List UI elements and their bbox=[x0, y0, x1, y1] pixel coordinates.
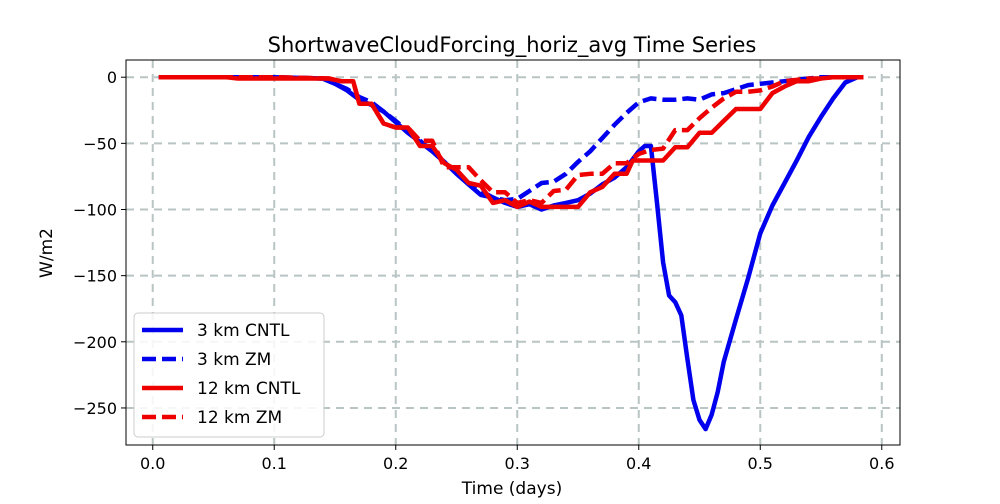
x-tick-label: 0.2 bbox=[383, 454, 408, 473]
x-tick-label: 0.6 bbox=[869, 454, 894, 473]
legend-label: 3 km CNTL bbox=[197, 321, 290, 341]
y-tick-label: −100 bbox=[73, 201, 117, 220]
legend-label: 12 km ZM bbox=[197, 408, 282, 428]
chart-title: ShortwaveCloudForcing_horiz_avg Time Ser… bbox=[268, 33, 757, 58]
series-layer bbox=[158, 74, 864, 432]
legend-label: 3 km ZM bbox=[197, 350, 271, 370]
plot-area bbox=[125, 59, 901, 446]
series-line-12-km-cntl bbox=[158, 74, 864, 210]
y-tick-label: 0 bbox=[107, 68, 117, 87]
legend-label: 12 km CNTL bbox=[197, 379, 301, 399]
x-axis-label: Time (days) bbox=[461, 479, 562, 499]
y-tick-label: −150 bbox=[73, 267, 117, 286]
y-tick-label: −200 bbox=[73, 333, 117, 352]
series-line-12-km-zm bbox=[158, 74, 864, 206]
x-tick-label: 0.0 bbox=[140, 454, 165, 473]
x-tick-label: 0.3 bbox=[505, 454, 530, 473]
y-tick-label: −250 bbox=[73, 399, 117, 418]
x-tick-label: 0.5 bbox=[748, 454, 773, 473]
y-tick-label: −50 bbox=[83, 134, 117, 153]
legend: 3 km CNTL 3 km ZM 12 km CNTL 12 km ZM bbox=[133, 312, 325, 438]
axis-ticks: 0.0 0.1 0.2 0.3 0.4 0.5 0.6 0 −50 −100 −150 −200 −25… bbox=[73, 68, 894, 473]
series-line-3-km-zm bbox=[158, 74, 864, 203]
legend-box bbox=[133, 312, 325, 438]
x-tick-label: 0.4 bbox=[626, 454, 651, 473]
y-axis-label: W/m2 bbox=[37, 228, 57, 278]
x-tick-label: 0.1 bbox=[262, 454, 287, 473]
